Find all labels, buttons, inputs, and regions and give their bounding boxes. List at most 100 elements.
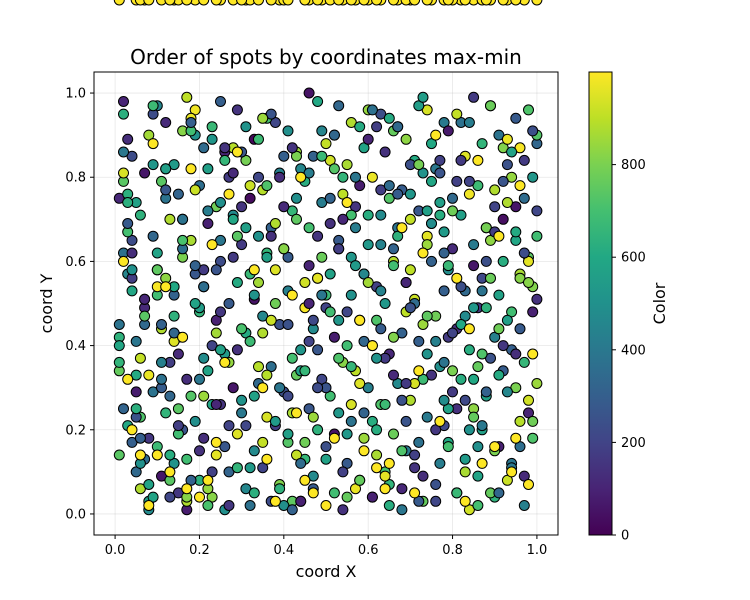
scatter-point <box>371 449 383 461</box>
scatter-point <box>531 205 543 217</box>
scatter-point <box>501 386 513 398</box>
x-axis-label: coord X <box>296 562 357 581</box>
scatter-point <box>438 226 450 238</box>
scatter-point <box>198 142 210 154</box>
scatter-point <box>324 192 336 204</box>
scatter-point <box>206 239 218 251</box>
scatter-point <box>202 205 214 217</box>
scatter-point <box>396 483 408 495</box>
colorbar: 0 200 400 600 800 Color <box>588 71 669 544</box>
scatter-point <box>118 96 129 107</box>
scatter-point <box>303 335 315 347</box>
scatter-point <box>472 154 484 166</box>
scatter-point <box>134 432 146 444</box>
scatter-point <box>320 500 332 511</box>
scatter-point <box>227 213 239 225</box>
scatter-point <box>413 365 425 377</box>
scatter-point <box>261 453 273 465</box>
scatter-point <box>354 314 366 326</box>
scatter-point <box>269 264 281 276</box>
scatter-point <box>168 310 180 322</box>
scatter-point <box>189 415 201 427</box>
scatter-point <box>333 0 345 6</box>
scatter-point <box>350 260 361 272</box>
scatter-point <box>434 457 446 469</box>
scatter-point <box>206 133 218 145</box>
scatter-point <box>227 382 239 394</box>
scatter-point <box>320 441 332 453</box>
scatter-point <box>523 277 534 288</box>
scatter-point <box>447 327 458 339</box>
scatter-point <box>295 344 307 356</box>
scatter-point <box>337 213 349 225</box>
scatter-point <box>210 264 222 276</box>
scatter-point <box>501 133 513 145</box>
scatter-point <box>164 213 176 225</box>
scatter-point <box>244 500 256 511</box>
scatter-point <box>400 133 412 145</box>
scatter-point <box>227 251 239 263</box>
scatter-point <box>253 171 264 183</box>
scatter-point <box>463 188 475 200</box>
scatter-point <box>358 445 370 457</box>
scatter-point <box>147 230 159 242</box>
colorbar-tick-label: 600 <box>621 251 646 266</box>
scatter-point <box>480 255 492 267</box>
scatter-point <box>210 0 222 6</box>
scatter-point <box>282 390 294 402</box>
scatter-point <box>472 361 484 373</box>
scatter-point <box>480 386 492 398</box>
scatter-point <box>468 411 480 423</box>
scatter-point <box>164 491 176 503</box>
scatter-point <box>282 0 294 6</box>
scatter-point <box>312 0 324 6</box>
scatter-point <box>316 150 328 162</box>
colorbar-tick-label: 200 <box>621 436 646 451</box>
scatter-point <box>236 201 248 213</box>
scatter-point <box>501 197 513 208</box>
scatter-point <box>468 260 480 272</box>
scatter-point <box>320 453 332 465</box>
scatter-point <box>442 260 454 272</box>
scatter-point <box>156 356 167 368</box>
scatter-point <box>198 432 210 444</box>
scatter-point <box>156 0 167 6</box>
scatter-point <box>371 0 383 6</box>
scatter-point <box>185 117 197 128</box>
scatter-point <box>451 487 463 499</box>
scatter-point <box>307 314 319 326</box>
scatter-point <box>451 175 463 187</box>
scatter-point <box>231 230 243 242</box>
scatter-point <box>337 466 349 478</box>
scatter-point <box>341 491 353 503</box>
scatter-point <box>531 230 543 242</box>
scatter-point <box>172 420 184 432</box>
scatter-point <box>236 323 248 335</box>
scatter-point <box>126 285 138 297</box>
scatter-point <box>366 491 378 503</box>
x-axis-ticks: 0.0 0.2 0.4 0.6 0.8 1.0 <box>105 535 547 558</box>
colorbar-label: Color <box>650 282 669 324</box>
scatter-point <box>341 340 353 352</box>
scatter-point <box>472 441 484 453</box>
scatter-point <box>430 335 442 347</box>
scatter-point <box>366 340 378 352</box>
y-tick-label: 0.8 <box>65 171 86 186</box>
scatter-point <box>514 180 526 192</box>
scatter-point <box>392 121 404 133</box>
scatter-point <box>291 407 302 419</box>
scatter-point <box>426 255 437 267</box>
colorbar-ticks: 0 200 400 600 800 <box>612 158 646 544</box>
scatter-point <box>134 352 146 364</box>
scatter-point <box>312 230 324 242</box>
scatter-point <box>476 138 488 150</box>
scatter-point <box>295 495 307 507</box>
scatter-point <box>350 171 361 183</box>
scatter-point <box>404 302 416 314</box>
scatter-point <box>379 298 391 309</box>
scatter-point <box>278 201 290 213</box>
scatter-point <box>497 175 509 187</box>
scatter-point <box>312 382 324 394</box>
scatter-point <box>143 500 155 511</box>
scatter-point <box>493 487 505 499</box>
